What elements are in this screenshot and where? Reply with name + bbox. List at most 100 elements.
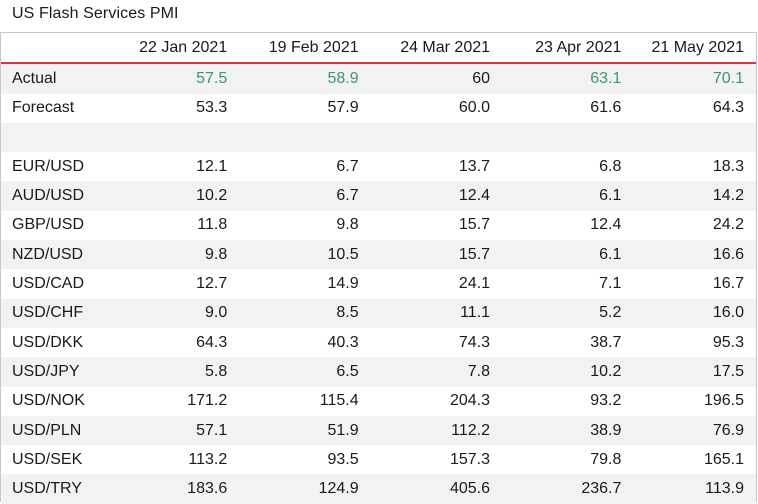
row-label: Forecast — [12, 99, 75, 117]
row-label: USD/DKK — [12, 333, 84, 351]
table-cell: 57.1 — [123, 415, 228, 446]
row-label: USD/NOK — [12, 392, 85, 410]
table-cell: 405.6 — [358, 474, 491, 504]
column-header: 24 Mar 2021 — [400, 38, 491, 56]
table-row: USD/PLN 57.1 51.9 112.2 38.9 76.9 — [1, 415, 756, 446]
table-row: AUD/USD 10.2 6.7 12.4 6.1 14.2 — [1, 181, 756, 211]
table-cell: 40.3 — [327, 333, 359, 351]
header-row: 22 Jan 2021 19 Feb 2021 24 Mar 2021 23 A… — [1, 33, 756, 64]
table-cell: 14.2 — [621, 181, 756, 211]
table-cell: 14.9 — [327, 275, 359, 293]
table-cell: 12.1 — [196, 157, 228, 175]
row-label: Actual — [1, 63, 124, 94]
table-cell: 70.1 — [621, 63, 756, 94]
table-cell: 8.5 — [227, 298, 359, 328]
header-corner — [1, 33, 123, 63]
table-cell: 7.1 — [599, 275, 622, 293]
row-label: EUR/USD — [12, 157, 85, 175]
table-cell: 13.7 — [458, 157, 491, 175]
table-cell: 15.7 — [358, 240, 491, 270]
table-row: USD/CAD 12.7 14.9 24.1 7.1 16.7 — [1, 269, 756, 298]
table-row: EUR/USD 12.1 6.7 13.7 6.8 18.3 — [1, 152, 756, 181]
table-cell: 18.3 — [712, 157, 744, 175]
table-cell: 6.1 — [490, 181, 622, 211]
table-cell: 12.7 — [196, 275, 228, 293]
table-cell: 6.7 — [336, 157, 359, 175]
table-cell: 79.8 — [590, 450, 622, 468]
table-cell: 16.0 — [621, 298, 756, 328]
table-cell: 10.2 — [123, 181, 228, 211]
table-cell: 196.5 — [703, 392, 744, 410]
row-label: USD/TRY — [1, 474, 124, 504]
table-cell: 9.0 — [123, 298, 228, 328]
table-cell: 57.9 — [327, 99, 359, 117]
table-cell: 16.7 — [712, 275, 744, 293]
table-cell: 95.3 — [712, 333, 744, 351]
table-row: USD/DKK 64.3 40.3 74.3 38.7 95.3 — [1, 328, 756, 357]
table-cell: 204.3 — [449, 392, 491, 410]
table-cell: 6.1 — [490, 240, 622, 270]
table-cell: 17.5 — [621, 357, 756, 387]
table-cell: 183.6 — [123, 474, 228, 504]
data-table: 22 Jan 2021 19 Feb 2021 24 Mar 2021 23 A… — [1, 33, 756, 504]
table-cell: 15.7 — [458, 216, 491, 234]
table-cell: 9.8 — [336, 216, 359, 234]
table-cell: 5.8 — [123, 357, 228, 387]
row-label: USD/SEK — [12, 450, 83, 468]
table-cell: 11.1 — [358, 298, 491, 328]
table-cell: 76.9 — [621, 415, 756, 446]
table-cell: 93.5 — [327, 450, 359, 468]
page-title: US Flash Services PMI — [12, 5, 179, 22]
table-cell: 10.2 — [490, 357, 622, 387]
table-row-forecast: Forecast 53.3 57.9 60.0 61.6 64.3 — [1, 94, 756, 123]
table-cell: 57.5 — [123, 63, 228, 94]
row-label: USD/JPY — [1, 357, 124, 387]
table-cell: 7.8 — [358, 357, 491, 387]
table-row: USD/CHF 9.0 8.5 11.1 5.2 16.0 — [1, 298, 756, 328]
table-cell: 6.8 — [599, 157, 622, 175]
table-cell: 74.3 — [458, 333, 491, 351]
row-label: AUD/USD — [1, 181, 124, 211]
row-label: USD/PLN — [1, 415, 124, 446]
table-cell: 53.3 — [196, 99, 228, 117]
table-cell: 124.9 — [227, 474, 359, 504]
table-cell: 171.2 — [187, 392, 228, 410]
table-row-actual: Actual 57.5 58.9 60 63.1 70.1 — [1, 63, 756, 94]
row-label: GBP/USD — [12, 216, 85, 234]
table-cell: 12.4 — [590, 216, 622, 234]
spacer-cell — [490, 122, 622, 153]
table-cell: 165.1 — [703, 450, 744, 468]
spacer-cell — [1, 122, 124, 153]
table-row: GBP/USD 11.8 9.8 15.7 12.4 24.2 — [1, 211, 756, 240]
table-cell: 24.2 — [712, 216, 744, 234]
table-cell: 113.9 — [621, 474, 756, 504]
spacer-cell — [358, 122, 491, 153]
table-cell: 64.3 — [712, 99, 744, 117]
row-label: NZD/USD — [1, 240, 124, 270]
table-row: USD/NOK 171.2 115.4 204.3 93.2 196.5 — [1, 387, 756, 416]
table-cell: 115.4 — [319, 392, 359, 410]
table-cell: 38.9 — [490, 415, 622, 446]
table-cell: 6.5 — [227, 357, 359, 387]
column-header: 22 Jan 2021 — [139, 38, 228, 56]
spacer-row — [1, 122, 756, 153]
table-cell: 61.6 — [590, 99, 622, 117]
table-cell: 38.7 — [590, 333, 622, 351]
table-cell: 51.9 — [227, 415, 359, 446]
table-row: USD/TRY 183.6 124.9 405.6 236.7 113.9 — [1, 474, 756, 504]
table-cell: 93.2 — [590, 392, 622, 410]
column-header: 23 Apr 2021 — [535, 38, 622, 56]
row-label: USD/CHF — [1, 298, 124, 328]
column-header: 21 May 2021 — [651, 38, 744, 56]
table-cell: 6.7 — [227, 181, 359, 211]
table-cell: 112.2 — [358, 415, 491, 446]
table-cell: 11.8 — [197, 216, 228, 234]
table-cell: 63.1 — [490, 63, 622, 94]
table-row: USD/JPY 5.8 6.5 7.8 10.2 17.5 — [1, 357, 756, 387]
row-label: USD/CAD — [12, 275, 85, 293]
spacer-cell — [227, 122, 359, 153]
table-cell: 58.9 — [227, 63, 359, 94]
column-header: 19 Feb 2021 — [268, 38, 359, 56]
table-cell: 16.6 — [621, 240, 756, 270]
table-cell: 236.7 — [490, 474, 622, 504]
